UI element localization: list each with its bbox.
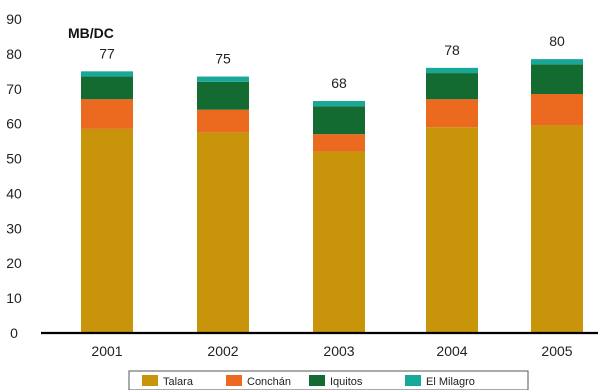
bar-segment-talara-2004: [426, 127, 478, 333]
bars: [81, 59, 583, 333]
y-tick-label: 50: [6, 151, 22, 167]
y-tick-label: 40: [6, 185, 22, 201]
legend-label-conch-n: Conchán: [247, 376, 291, 388]
legend-swatch-el-milagro: [405, 375, 421, 386]
total-label: 78: [444, 42, 460, 58]
bar-segment-conch-n-2001: [81, 99, 133, 129]
bar-segment-talara-2001: [81, 129, 133, 333]
total-label: 80: [549, 33, 565, 49]
bar-segment-el-milagro-2001: [81, 71, 133, 76]
legend-label-el-milagro: El Milagro: [426, 376, 475, 388]
x-tick-label: 2003: [323, 343, 354, 359]
bar-segment-iquitos-2002: [197, 82, 249, 110]
bar-segment-iquitos-2004: [426, 73, 478, 99]
x-axis: 2001 2002 2003 2004 2005: [91, 343, 572, 359]
bar-segment-el-milagro-2003: [313, 101, 365, 106]
bar-segment-talara-2002: [197, 132, 249, 333]
x-tick-label: 2005: [541, 343, 572, 359]
y-tick-label: 60: [6, 116, 22, 132]
x-tick-label: 2004: [436, 343, 467, 359]
bar-segment-conch-n-2004: [426, 99, 478, 127]
y-tick-label: 20: [6, 255, 22, 271]
y-tick-label: 70: [6, 81, 22, 97]
legend-swatch-conch-n: [226, 375, 242, 386]
total-label: 77: [99, 45, 115, 61]
bar-segment-talara-2003: [313, 152, 365, 333]
legend-swatch-talara: [142, 375, 158, 386]
bar-segment-el-milagro-2004: [426, 68, 478, 73]
legend-label-talara: Talara: [163, 376, 194, 388]
bar-segment-el-milagro-2002: [197, 77, 249, 82]
total-label: 68: [331, 75, 347, 91]
y-tick-label: 30: [6, 220, 22, 236]
legend-label-iquitos: Iquitos: [330, 376, 363, 388]
y-tick-label: 80: [6, 46, 22, 62]
legend-swatch-iquitos: [309, 375, 325, 386]
x-tick-label: 2001: [91, 343, 122, 359]
total-labels: 77 75 68 78 80: [99, 33, 565, 91]
bar-segment-talara-2005: [531, 125, 583, 333]
x-tick-label: 2002: [207, 343, 238, 359]
bar-segment-iquitos-2001: [81, 77, 133, 100]
y-tick-label: 90: [6, 11, 22, 27]
legend: Talara Conchán Iquitos El Milagro: [129, 371, 528, 390]
unit-label: MB/DC: [68, 25, 114, 41]
bar-segment-conch-n-2002: [197, 110, 249, 133]
y-axis: 0 10 20 30 40 50 60 70 80 90: [6, 11, 22, 341]
bar-segment-conch-n-2005: [531, 94, 583, 125]
bar-segment-iquitos-2003: [313, 106, 365, 134]
bar-segment-conch-n-2003: [313, 134, 365, 151]
y-tick-label: 0: [10, 325, 18, 341]
bar-segment-el-milagro-2005: [531, 59, 583, 64]
bar-segment-iquitos-2005: [531, 64, 583, 94]
total-label: 75: [215, 51, 231, 67]
y-tick-label: 10: [6, 290, 22, 306]
